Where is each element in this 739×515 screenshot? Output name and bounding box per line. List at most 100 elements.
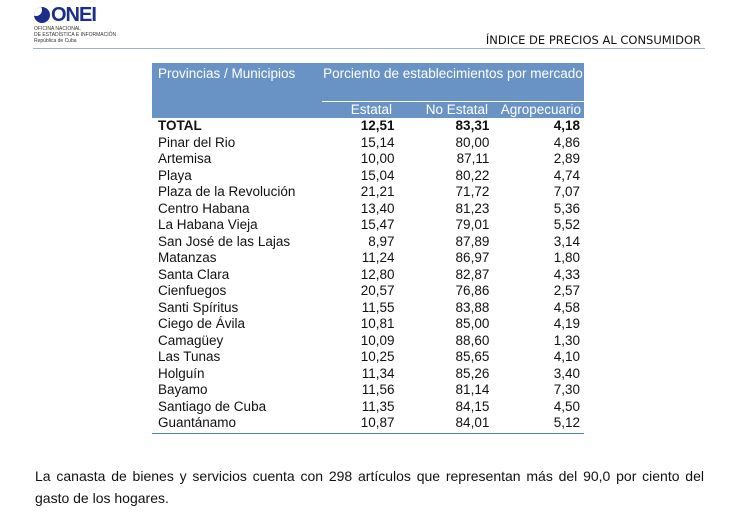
row-name: Matanzas [158,250,217,265]
value-no-estatal: 87,11 [456,151,490,166]
value-agropecuario: 7,07 [553,184,580,199]
row-name: Plaza de la Revolución [158,184,296,199]
value-estatal: 12,51 [360,118,395,133]
value-agropecuario: 4,74 [553,167,580,183]
value-agropecuario: 4,50 [553,398,580,414]
value-estatal: 10,25 [360,349,395,364]
value-agropecuario: 1,30 [553,332,580,348]
row-name: Centro Habana [158,200,250,216]
onei-logo: ONEI OFICINA NACIONAL DE ESTADÍSTICA E I… [34,4,144,44]
value-estatal: 10,81 [360,316,395,331]
value-agropecuario: 4,10 [553,349,580,364]
value-no-estatal: 85,65 [455,349,490,364]
table-row: San José de las Lajas 8,97 87,89 3,14 [152,234,584,251]
logo-line: DE ESTADÍSTICA E INFORMACIÓN [34,32,117,38]
table-row: Centro Habana 13,40 81,23 5,36 [152,201,584,218]
table-row: Camagüey 10,09 88,60 1,30 [152,333,584,350]
value-estatal: 11,24 [361,250,395,265]
value-no-estatal: 85,26 [455,365,490,381]
value-agropecuario: 2,89 [553,151,580,166]
value-agropecuario: 5,52 [553,217,580,232]
value-no-estatal: 85,00 [455,316,490,331]
value-no-estatal: 81,23 [455,200,490,216]
row-name: Santa Clara [158,266,230,282]
value-agropecuario: 2,57 [553,283,580,298]
value-estatal: 10,87 [360,415,395,430]
row-name: Cienfuegos [158,283,227,298]
table-row: Las Tunas 10,25 85,65 4,10 [152,349,584,366]
value-no-estatal: 82,87 [455,266,490,282]
table-row: Pinar del Rio 15,14 80,00 4,86 [152,135,584,152]
value-agropecuario: 7,30 [553,382,580,397]
value-no-estatal: 76,86 [455,283,490,298]
row-name: Guantánamo [158,415,237,430]
value-estatal: 15,04 [360,167,395,183]
value-no-estatal: 84,15 [455,398,490,414]
row-name: Las Tunas [158,349,221,364]
group-header: Porciento de establecimientos por mercad… [323,66,583,81]
value-estatal: 15,14 [360,134,395,150]
row-name: San José de las Lajas [158,233,291,249]
value-agropecuario: 4,19 [553,316,580,331]
table-row: Cienfuegos 20,57 76,86 2,57 [152,283,584,300]
value-no-estatal: 83,88 [455,299,490,315]
logo-brand: ONEI [51,4,97,26]
value-agropecuario: 5,12 [553,415,580,430]
value-agropecuario: 3,40 [553,365,580,381]
logo-line: República de Cuba [34,38,77,44]
value-estatal: 13,40 [360,200,395,216]
document-title: ÍNDICE DE PRECIOS AL CONSUMIDOR [485,33,701,47]
value-agropecuario: 4,33 [553,266,580,282]
total-row: TOTAL 12,51 83,31 4,18 [152,118,584,135]
value-estatal: 21,21 [360,184,395,199]
row-name: TOTAL [158,118,202,133]
logo-line: OFICINA NACIONAL [34,26,81,32]
table-row: Santi Spíritus 11,55 83,88 4,58 [152,300,584,317]
value-no-estatal: 83,31 [455,118,490,133]
row-name: Camagüey [158,332,224,348]
row-name: Santiago de Cuba [158,398,267,414]
table-row: Matanzas 11,24 86,97 1,80 [152,250,584,267]
value-no-estatal: 79,01 [455,217,490,232]
value-estatal: 12,80 [360,266,395,282]
value-estatal: 10,00 [360,151,395,166]
value-estatal: 11,55 [361,299,395,315]
value-no-estatal: 71,72 [455,184,490,199]
row-name: Playa [158,167,192,183]
value-estatal: 11,35 [361,398,395,414]
table-header: Provincias / Municipios Porciento de est… [152,63,584,118]
value-no-estatal: 81,14 [455,382,490,397]
value-estatal: 11,34 [361,365,395,381]
header-separator [322,101,584,102]
table-row: Guantánamo 10,87 84,01 5,12 [152,415,584,432]
value-no-estatal: 87,89 [455,233,490,249]
table-row: Santa Clara 12,80 82,87 4,33 [152,267,584,284]
table-row: La Habana Vieja 15,47 79,01 5,52 [152,217,584,234]
value-estatal: 10,09 [360,332,395,348]
row-name: Artemisa [158,151,212,166]
value-estatal: 15,47 [360,217,395,232]
header-divider [33,48,705,49]
column-header-estatal: Estatal [350,102,392,117]
column-header-provinces: Provincias / Municipios [158,66,296,81]
table-row: Santiago de Cuba 11,35 84,15 4,50 [152,399,584,416]
value-estatal: 8,97 [368,233,395,249]
row-name: Bayamo [158,382,208,397]
table-row: Playa 15,04 80,22 4,74 [152,168,584,185]
table-row: Ciego de Ávila 10,81 85,00 4,19 [152,316,584,333]
value-no-estatal: 88,60 [455,332,490,348]
row-name: Pinar del Rio [158,134,236,150]
value-agropecuario: 4,58 [553,299,580,315]
value-no-estatal: 80,00 [455,134,490,150]
table-bottom-rule [152,433,584,434]
column-header-agropecuario: Agropecuario [500,102,581,117]
row-name: Holguín [158,365,205,381]
value-estatal: 20,57 [360,283,395,298]
value-no-estatal: 84,01 [455,415,490,430]
table-row: Holguín 11,34 85,26 3,40 [152,366,584,383]
data-table: TOTAL 12,51 83,31 4,18 Pinar del Rio 15,14 80,… [152,118,584,432]
value-agropecuario: 4,86 [553,134,580,150]
row-name: La Habana Vieja [158,217,258,232]
value-agropecuario: 3,14 [553,233,580,249]
